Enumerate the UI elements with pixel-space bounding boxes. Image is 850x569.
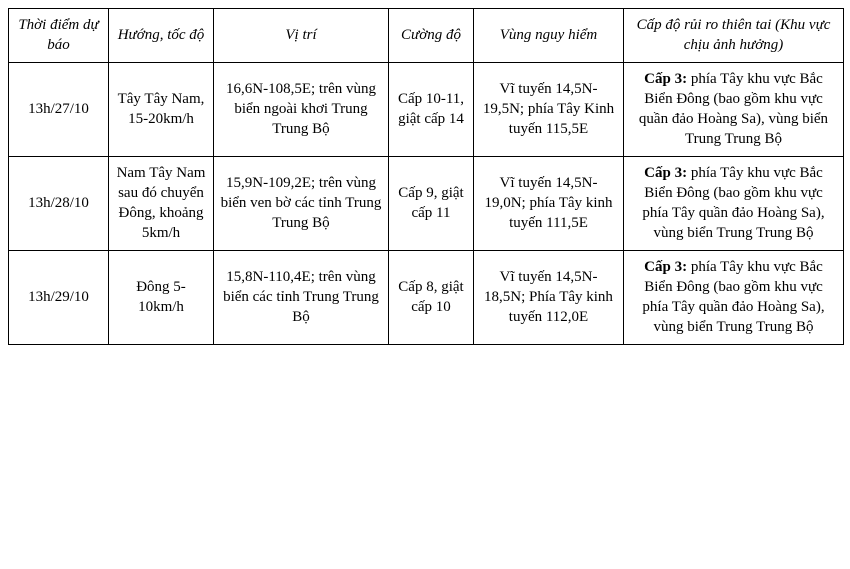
header-time: Thời điểm dự báo	[9, 9, 109, 63]
forecast-table: Thời điểm dự báo Hướng, tốc độ Vị trí Cư…	[8, 8, 844, 345]
header-direction: Hướng, tốc độ	[109, 9, 214, 63]
cell-risk: Cấp 3: phía Tây khu vực Bắc Biển Đông (b…	[624, 156, 844, 250]
cell-intensity: Cấp 8, giật cấp 10	[389, 250, 474, 344]
cell-time: 13h/29/10	[9, 250, 109, 344]
cell-time: 13h/27/10	[9, 62, 109, 156]
cell-intensity: Cấp 9, giật cấp 11	[389, 156, 474, 250]
cell-position: 15,9N-109,2E; trên vùng biển ven bờ các …	[214, 156, 389, 250]
cell-danger: Vĩ tuyến 14,5N-18,5N; Phía Tây kinh tuyế…	[474, 250, 624, 344]
cell-position: 16,6N-108,5E; trên vùng biển ngoài khơi …	[214, 62, 389, 156]
header-intensity: Cường độ	[389, 9, 474, 63]
cell-risk: Cấp 3: phía Tây khu vực Bắc Biển Đông (b…	[624, 250, 844, 344]
cell-intensity: Cấp 10-11, giật cấp 14	[389, 62, 474, 156]
header-danger: Vùng nguy hiểm	[474, 9, 624, 63]
cell-direction: Nam Tây Nam sau đó chuyển Đông, khoảng 5…	[109, 156, 214, 250]
header-row: Thời điểm dự báo Hướng, tốc độ Vị trí Cư…	[9, 9, 844, 63]
cell-danger: Vĩ tuyến 14,5N-19,5N; phía Tây Kinh tuyế…	[474, 62, 624, 156]
cell-time: 13h/28/10	[9, 156, 109, 250]
table-row: 13h/29/10 Đông 5-10km/h 15,8N-110,4E; tr…	[9, 250, 844, 344]
risk-level-label: Cấp 3:	[644, 165, 687, 181]
cell-position: 15,8N-110,4E; trên vùng biển các tỉnh Tr…	[214, 250, 389, 344]
risk-level-label: Cấp 3:	[644, 259, 687, 275]
cell-danger: Vĩ tuyến 14,5N-19,0N; phía Tây kinh tuyế…	[474, 156, 624, 250]
header-risk: Cấp độ rủi ro thiên tai (Khu vực chịu ản…	[624, 9, 844, 63]
cell-direction: Tây Tây Nam, 15-20km/h	[109, 62, 214, 156]
cell-direction: Đông 5-10km/h	[109, 250, 214, 344]
header-position: Vị trí	[214, 9, 389, 63]
table-row: 13h/28/10 Nam Tây Nam sau đó chuyển Đông…	[9, 156, 844, 250]
risk-level-label: Cấp 3:	[644, 71, 687, 87]
table-row: 13h/27/10 Tây Tây Nam, 15-20km/h 16,6N-1…	[9, 62, 844, 156]
cell-risk: Cấp 3: phía Tây khu vực Bắc Biển Đông (b…	[624, 62, 844, 156]
